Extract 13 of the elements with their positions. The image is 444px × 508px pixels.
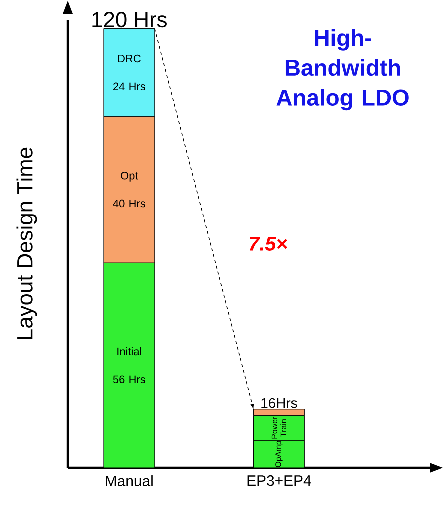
- annotation: 7.5×: [250, 237, 288, 251]
- text: High-Bandwidth Analog LDO: [276, 29, 409, 111]
- data-label: 56 Hrs: [113, 376, 146, 384]
- x-tick-label: EP3+EP4: [248, 476, 312, 486]
- x-tick-label: Manual: [106, 476, 153, 486]
- data-label: 24 Hrs: [114, 82, 146, 91]
- data-label: 40 Hrs: [113, 200, 146, 208]
- series-label: Initial: [118, 348, 142, 356]
- y-axis-title: Layout Design Time: [16, 148, 38, 340]
- total-label: 120 Hrs: [92, 12, 167, 28]
- total-label: 16Hrs: [262, 398, 298, 408]
- series-label: DRC: [118, 54, 141, 63]
- series-label: Opt: [121, 172, 138, 182]
